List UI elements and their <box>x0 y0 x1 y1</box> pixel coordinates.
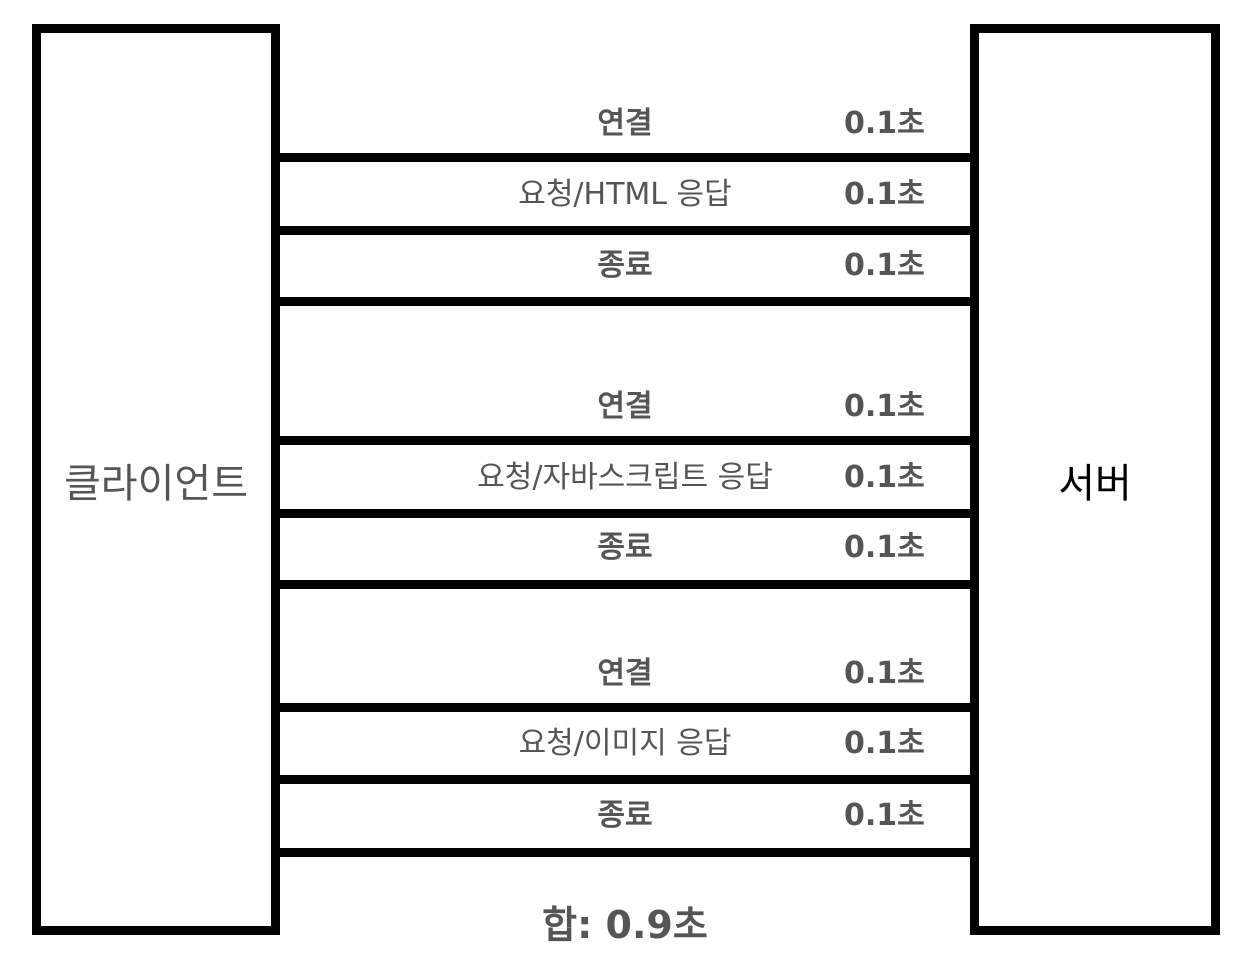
client-box: 클라이언트 <box>32 24 280 935</box>
client-label: 클라이언트 <box>64 460 248 507</box>
connection-line <box>278 436 972 445</box>
step-time: 0.1초 <box>844 248 925 283</box>
step-connect-3: 연결 0.1초 <box>278 654 972 694</box>
step-time: 0.1초 <box>844 106 925 141</box>
connection-line <box>278 580 972 589</box>
step-label: 연결 <box>597 389 653 424</box>
step-label: 연결 <box>597 656 653 691</box>
connection-line <box>278 226 972 235</box>
step-label: 요청/HTML 응답 <box>518 177 732 212</box>
connection-line <box>278 153 972 162</box>
step-close-1: 종료 0.1초 <box>278 246 972 286</box>
step-close-2: 종료 0.1초 <box>278 528 972 568</box>
step-time: 0.1초 <box>844 389 925 424</box>
step-time: 0.1초 <box>844 530 925 565</box>
step-time: 0.1초 <box>844 460 925 495</box>
step-close-3: 종료 0.1초 <box>278 796 972 836</box>
step-time: 0.1초 <box>844 656 925 691</box>
server-label: 서버 <box>1058 460 1132 507</box>
connection-line <box>278 703 972 712</box>
step-label: 종료 <box>597 248 653 283</box>
connection-line <box>278 775 972 784</box>
step-request-html: 요청/HTML 응답 0.1초 <box>278 175 972 215</box>
step-connect-2: 연결 0.1초 <box>278 387 972 427</box>
step-label: 요청/이미지 응답 <box>518 726 732 761</box>
step-label: 종료 <box>597 530 653 565</box>
step-label: 연결 <box>597 106 653 141</box>
connection-line <box>278 509 972 518</box>
total-time: 합: 0.9초 <box>542 903 708 947</box>
step-request-image: 요청/이미지 응답 0.1초 <box>278 724 972 764</box>
step-label: 종료 <box>597 798 653 833</box>
step-time: 0.1초 <box>844 177 925 212</box>
step-connect-1: 연결 0.1초 <box>278 104 972 144</box>
step-request-js: 요청/자바스크립트 응답 0.1초 <box>278 458 972 498</box>
step-time: 0.1초 <box>844 798 925 833</box>
step-label: 요청/자바스크립트 응답 <box>477 460 773 495</box>
connection-line <box>278 848 972 857</box>
server-box: 서버 <box>970 24 1220 935</box>
connection-line <box>278 297 972 306</box>
step-time: 0.1초 <box>844 726 925 761</box>
